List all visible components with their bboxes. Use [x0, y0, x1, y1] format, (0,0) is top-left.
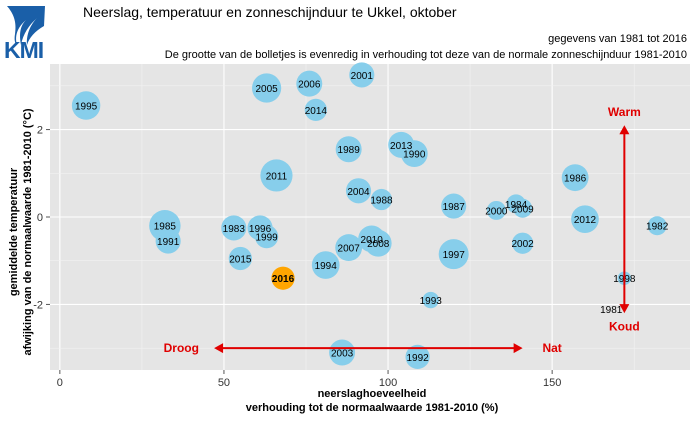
bubble-1989 — [335, 136, 362, 163]
y-tick-label: -2 — [33, 299, 43, 311]
bubble-2013 — [388, 131, 415, 158]
nat-label: Nat — [542, 341, 561, 355]
point-label-1994: 1994 — [315, 261, 338, 272]
bubble-2014 — [304, 98, 327, 122]
bubble-2003 — [329, 339, 356, 366]
point-label-2013: 2013 — [390, 141, 413, 152]
warm-label: Warm — [608, 105, 641, 119]
subtitle-size-note: De grootte van de bolletjes is evenredig… — [164, 49, 687, 61]
droog-label: Droog — [164, 341, 199, 355]
point-label-2009: 2009 — [511, 204, 534, 215]
point-label-1987: 1987 — [443, 202, 466, 213]
bubble-2004 — [345, 178, 372, 204]
bubble-2012 — [571, 205, 599, 234]
point-label-1996: 1996 — [249, 224, 272, 235]
point-label-1992: 1992 — [406, 353, 429, 364]
grid-lines — [50, 64, 690, 370]
point-label-layer: 1981 1982 1983 1984 1985 1986 1987 1988 1989 1990… — [75, 71, 669, 364]
x-tick-label: 100 — [379, 377, 397, 389]
bubble-1991 — [155, 228, 181, 254]
bubble-2015 — [228, 246, 252, 271]
point-label-2003: 2003 — [331, 349, 354, 360]
point-label-1981: 1981 — [600, 305, 623, 316]
bubble-1983 — [221, 215, 247, 241]
point-label-2014: 2014 — [305, 106, 328, 117]
point-label-1995: 1995 — [75, 102, 98, 113]
bubble-1994 — [311, 251, 340, 279]
kmi-logo-icon — [7, 6, 45, 45]
point-label-1989: 1989 — [338, 145, 361, 156]
point-label-1988: 1988 — [370, 196, 393, 207]
bubble-2002 — [512, 232, 534, 254]
point-label-1983: 1983 — [223, 224, 246, 235]
koud-label: Koud — [609, 319, 640, 333]
y-axis-label-line2: afwijking van de normaalwaarde 1981-2010… — [22, 108, 34, 355]
bubble-1987 — [441, 193, 467, 219]
y-axis-label-line1: gemiddelde temperatuur — [8, 167, 20, 296]
arrowhead-left — [214, 343, 224, 354]
bubble-2009 — [513, 198, 533, 218]
point-label-2007: 2007 — [338, 244, 361, 255]
bubble-2005 — [251, 73, 282, 103]
point-label-1984: 1984 — [505, 200, 528, 211]
point-label-1985: 1985 — [154, 222, 177, 233]
annotation-layer: Droog Nat Warm Koud — [164, 105, 641, 355]
point-label-1993: 1993 — [420, 296, 443, 307]
bubble-1995 — [71, 91, 101, 120]
point-label-2010: 2010 — [361, 235, 384, 246]
point-label-1999: 1999 — [255, 233, 278, 244]
page-title: Neerslag, temperatuur en zonneschijnduur… — [83, 4, 457, 20]
x-tick-label: 0 — [57, 377, 63, 389]
point-label-2002: 2002 — [511, 239, 534, 250]
arrowhead-up — [619, 125, 630, 135]
kmi-logo: KMI — [4, 4, 48, 63]
point-label-2012: 2012 — [574, 215, 597, 226]
bubble-1986 — [561, 164, 589, 192]
point-label-2015: 2015 — [229, 255, 252, 266]
bubble-2011 — [260, 159, 293, 192]
logo-text: KMI — [4, 37, 44, 63]
bubble-1982 — [647, 216, 667, 236]
bubble-1997 — [438, 239, 469, 270]
bubble-2010 — [358, 225, 386, 253]
point-label-2001: 2001 — [351, 71, 374, 82]
x-tick-label: 50 — [218, 377, 230, 389]
bubble-2000 — [486, 200, 506, 220]
point-label-1997: 1997 — [443, 250, 466, 261]
x-tick-label: 150 — [543, 377, 561, 389]
point-label-1991: 1991 — [157, 237, 180, 248]
bubble-1992 — [405, 344, 430, 369]
bubble-2016 — [271, 266, 295, 290]
point-label-2006: 2006 — [298, 80, 321, 91]
point-label-1986: 1986 — [564, 174, 587, 185]
point-label-2004: 2004 — [347, 187, 370, 198]
x-axis-label-line1: neerslaghoeveelheid — [318, 388, 427, 400]
bubble-2001 — [349, 62, 375, 88]
point-label-2011: 2011 — [266, 171, 288, 182]
bubble-1988 — [370, 188, 393, 211]
subtitle-period: gegevens van 1981 tot 2016 — [548, 33, 687, 45]
bubble-layer — [71, 62, 667, 369]
point-label-2008: 2008 — [367, 239, 390, 250]
bubble-2007 — [335, 234, 363, 262]
bubble-1999 — [254, 225, 279, 249]
point-label-2005: 2005 — [255, 84, 278, 95]
y-tick-label: 0 — [37, 212, 43, 224]
arrowhead-right — [513, 343, 523, 354]
arrowhead-down — [619, 304, 630, 314]
bubble-1993 — [422, 291, 439, 309]
x-axis-label-line2: verhouding tot de normaalwaarde 1981-201… — [246, 402, 499, 414]
tick-label-layer: 0 50 100 150 -2 0 2 — [33, 125, 561, 389]
point-label-2000: 2000 — [485, 206, 508, 217]
bubble-2006 — [296, 70, 323, 97]
point-label-2016: 2016 — [272, 274, 295, 285]
point-label-1982: 1982 — [646, 222, 669, 233]
point-label-1990: 1990 — [403, 150, 426, 161]
y-tick-label: 2 — [37, 125, 43, 137]
